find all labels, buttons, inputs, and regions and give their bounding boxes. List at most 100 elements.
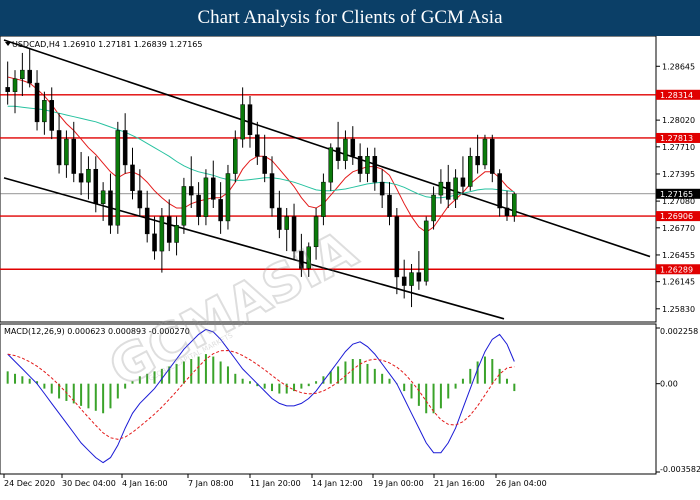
candle[interactable] [431, 186, 436, 230]
candle[interactable] [335, 121, 341, 170]
candle[interactable] [343, 130, 348, 170]
candle[interactable] [387, 182, 392, 226]
price-ytick-label: 1.27710 [662, 143, 695, 152]
candle[interactable] [328, 143, 334, 191]
macd-histogram-bar [329, 371, 332, 384]
candle-body [269, 173, 275, 209]
candle[interactable] [93, 156, 99, 213]
candle[interactable] [284, 208, 289, 252]
candle[interactable] [460, 156, 466, 196]
candle[interactable] [130, 147, 135, 200]
candle[interactable] [394, 208, 400, 295]
macd-histogram-bar [58, 383, 61, 399]
candle[interactable] [78, 152, 84, 196]
candle[interactable] [233, 130, 238, 183]
candle[interactable] [321, 173, 326, 226]
macd-histogram-bar [146, 373, 149, 384]
candle[interactable] [174, 216, 179, 256]
candle[interactable] [445, 164, 451, 208]
candle[interactable] [203, 169, 209, 226]
candle-body [409, 272, 414, 286]
candle[interactable] [144, 190, 150, 243]
candle[interactable] [218, 182, 223, 234]
channel-lower-line[interactable] [3, 177, 505, 320]
candle[interactable] [100, 182, 106, 221]
candle[interactable] [299, 233, 304, 277]
candle[interactable] [12, 70, 18, 114]
candle[interactable] [277, 190, 282, 239]
level-price-tag [656, 132, 700, 143]
candle[interactable] [475, 134, 480, 174]
candle[interactable] [240, 87, 245, 148]
macd-histogram-bar [454, 383, 457, 389]
candle[interactable] [166, 199, 172, 252]
candle[interactable] [20, 52, 25, 96]
candle-body [490, 138, 495, 174]
candle-body [438, 181, 444, 196]
candle[interactable] [379, 169, 385, 208]
chart-canvas[interactable]: 1.28314 1.27813 1.26906 1.26289 1.27165 0.00… [0, 36, 700, 500]
macd-histogram-bar [116, 383, 119, 399]
candle[interactable] [71, 121, 77, 183]
chart-menu-arrow-icon[interactable] [5, 42, 11, 46]
candle[interactable] [313, 208, 319, 260]
candle[interactable] [401, 259, 407, 299]
channel-upper-line[interactable] [3, 39, 651, 258]
candle[interactable] [262, 134, 267, 183]
candle[interactable] [423, 216, 429, 286]
candle[interactable] [225, 164, 231, 230]
candle[interactable] [108, 173, 113, 234]
candle[interactable] [5, 61, 10, 105]
candle[interactable] [34, 70, 40, 131]
candle[interactable] [409, 264, 414, 308]
candle[interactable] [269, 156, 275, 217]
candle[interactable] [512, 192, 517, 222]
candle-body [387, 194, 392, 217]
watermark: GCMASIA GLOBAL CAPITAL MARKETS [99, 219, 367, 401]
macd-histogram-bar [439, 383, 442, 409]
candle[interactable] [350, 126, 356, 165]
candle[interactable] [27, 48, 32, 88]
candle[interactable] [56, 113, 62, 174]
candle[interactable] [453, 169, 458, 208]
candle[interactable] [188, 156, 194, 208]
candle[interactable] [438, 169, 444, 204]
candle[interactable] [86, 156, 91, 200]
macd-histogram-bar [204, 354, 207, 384]
candle[interactable] [255, 121, 260, 165]
moving-average-line [7, 105, 515, 199]
candle[interactable] [490, 134, 495, 183]
chart-frame [0, 36, 700, 500]
candle[interactable] [64, 130, 69, 178]
candle[interactable] [468, 147, 473, 191]
candle[interactable] [365, 147, 370, 183]
candle[interactable] [247, 96, 253, 148]
candle[interactable] [159, 208, 165, 273]
candle[interactable] [504, 190, 510, 221]
macd-histogram-bar [461, 378, 464, 384]
candle[interactable] [416, 251, 422, 290]
candle-body [188, 186, 194, 196]
candle[interactable] [306, 242, 311, 277]
candle-body [12, 78, 18, 92]
macd-histogram-bar [344, 361, 347, 384]
candle[interactable] [196, 182, 201, 226]
candle[interactable] [291, 203, 297, 260]
candle[interactable] [211, 160, 216, 208]
candle[interactable] [357, 143, 363, 183]
candle[interactable] [122, 113, 128, 174]
candle[interactable] [482, 134, 488, 170]
candle[interactable] [49, 87, 54, 140]
candle[interactable] [372, 147, 378, 191]
candle-body [504, 207, 510, 217]
candle-body [365, 156, 370, 174]
macd-histogram-bar [153, 371, 156, 384]
candle[interactable] [42, 91, 47, 135]
candle[interactable] [137, 169, 143, 217]
candle[interactable] [115, 121, 121, 234]
candle-body [468, 156, 473, 187]
candle[interactable] [181, 177, 187, 234]
candle[interactable] [497, 169, 502, 217]
macd-histogram-bar [417, 383, 420, 406]
candle[interactable] [152, 216, 157, 260]
